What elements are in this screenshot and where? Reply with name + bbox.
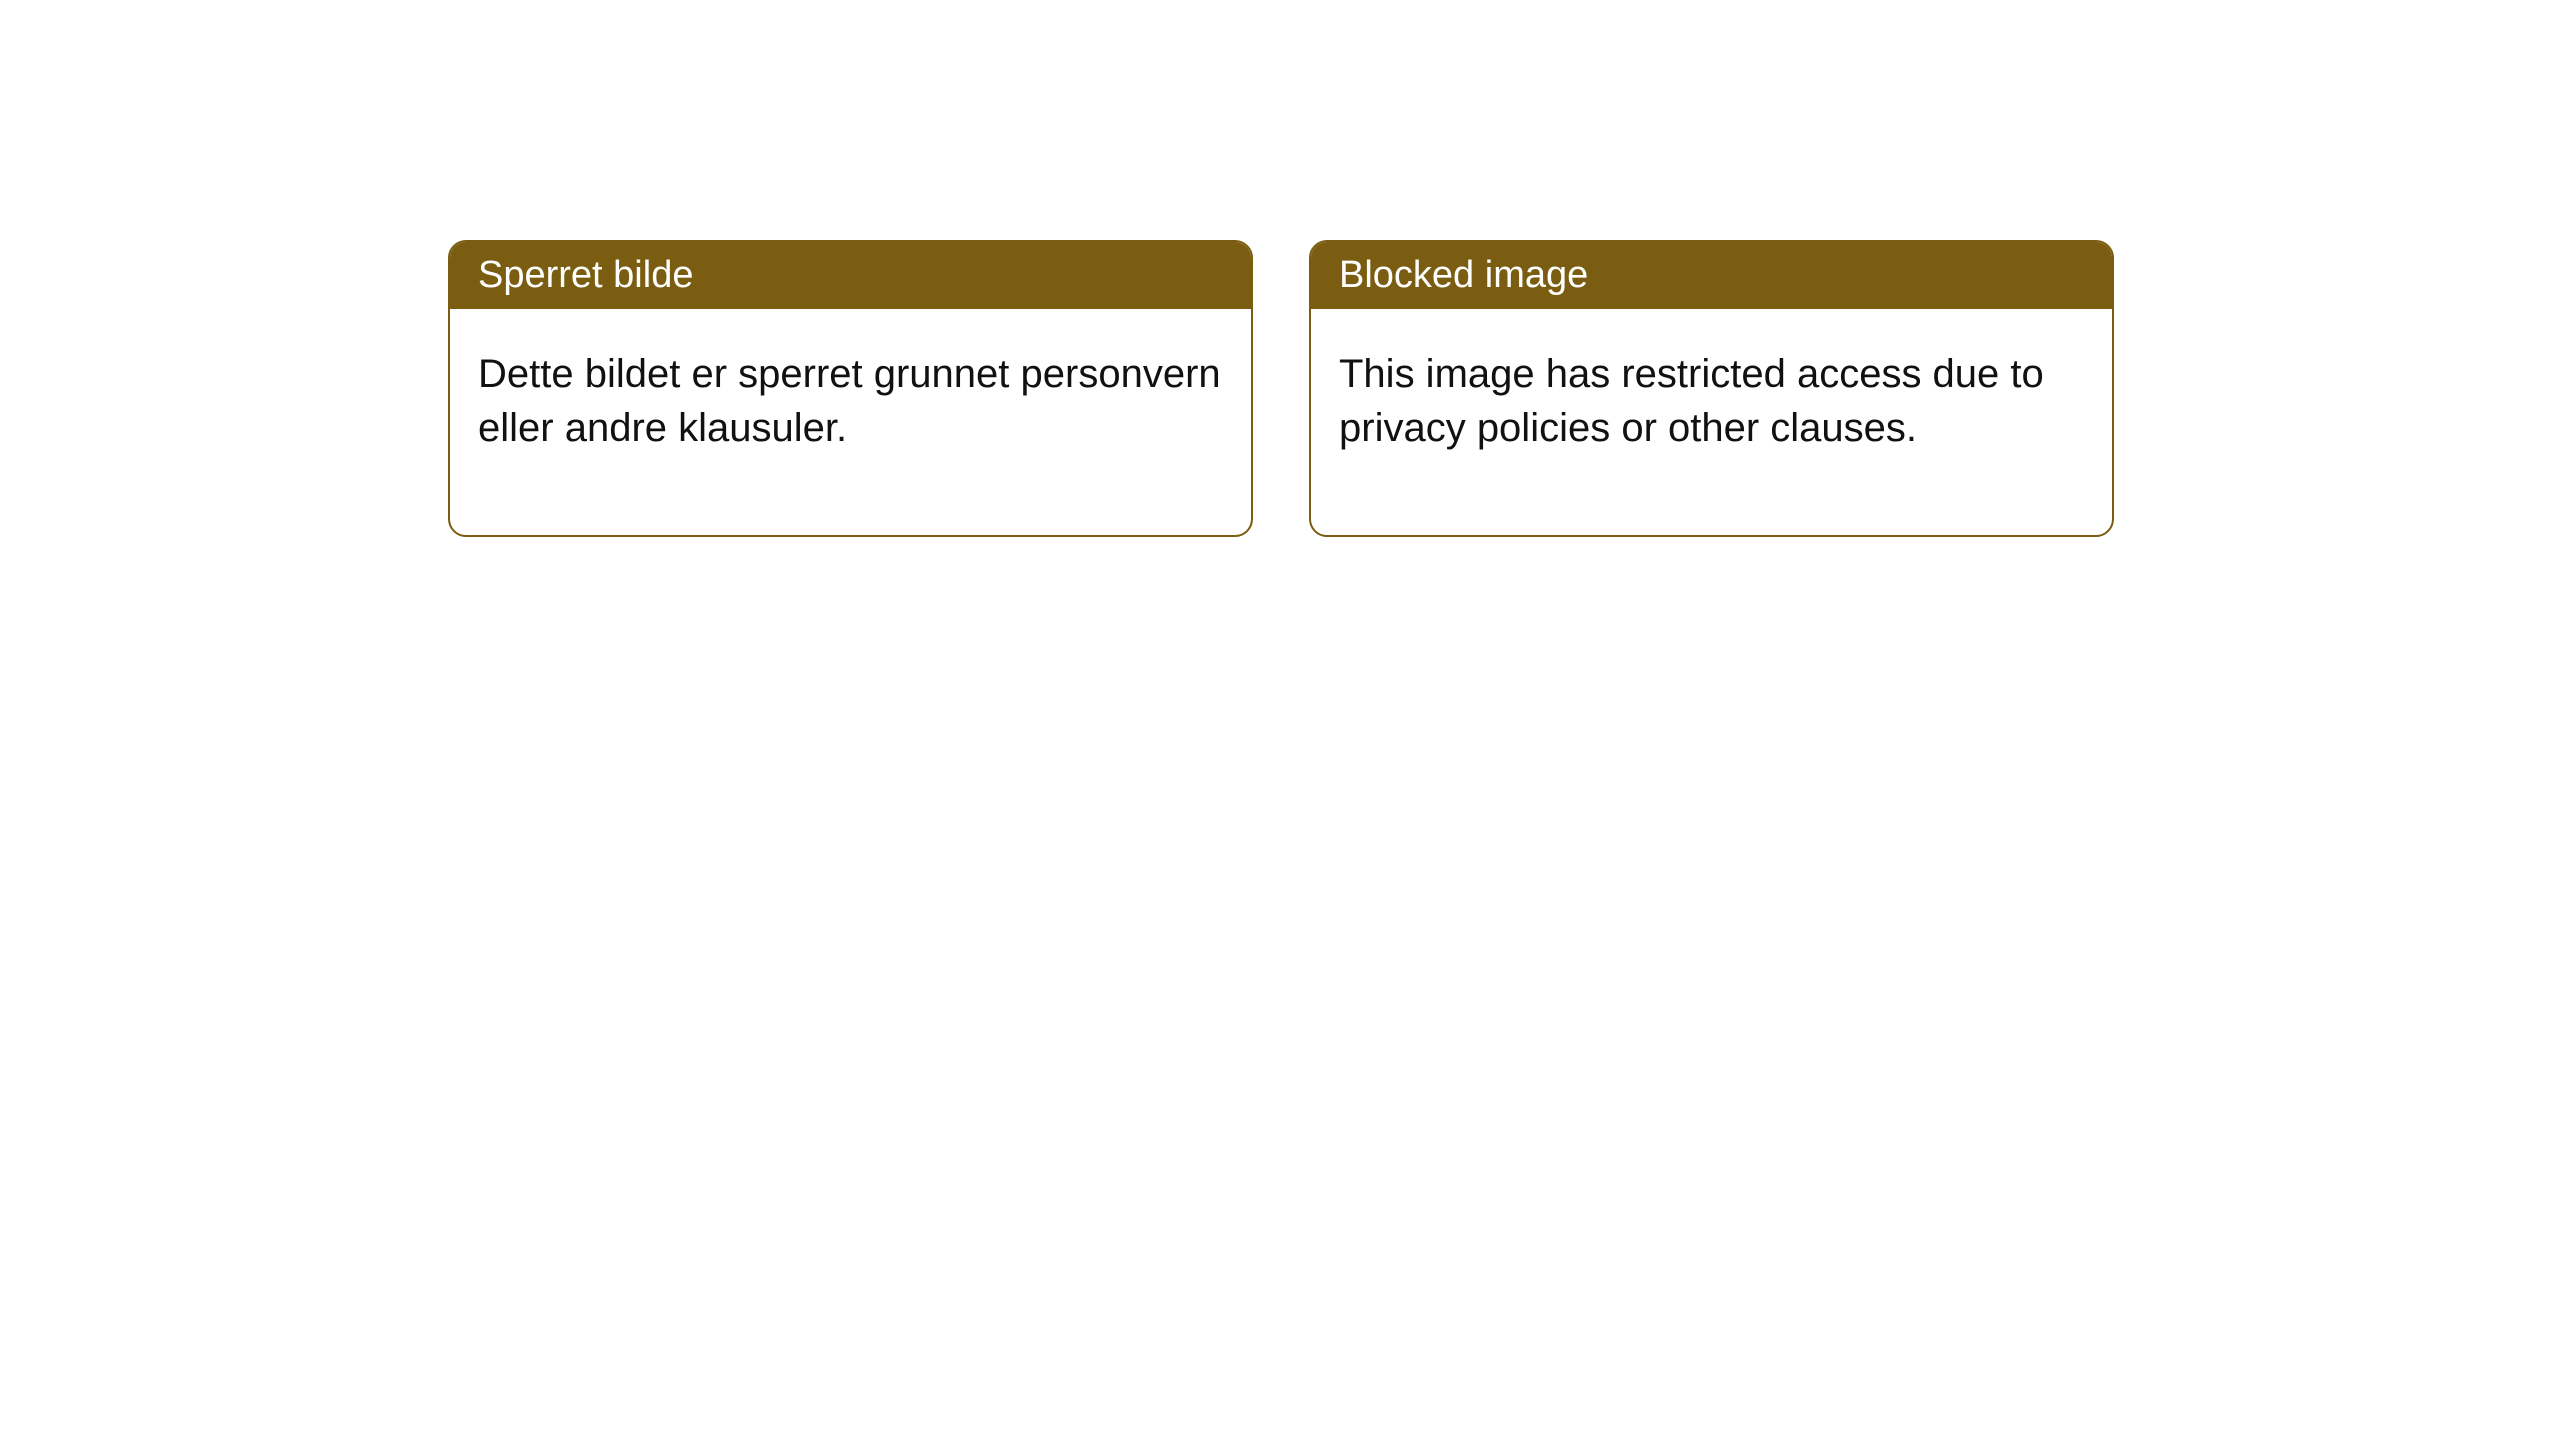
card-body-text: Dette bildet er sperret grunnet personve… — [478, 352, 1221, 450]
notice-container: Sperret bilde Dette bildet er sperret gr… — [448, 240, 2114, 537]
card-body: Dette bildet er sperret grunnet personve… — [450, 309, 1251, 535]
card-body: This image has restricted access due to … — [1311, 309, 2112, 535]
card-header: Blocked image — [1311, 242, 2112, 309]
notice-card-norwegian: Sperret bilde Dette bildet er sperret gr… — [448, 240, 1253, 537]
card-body-text: This image has restricted access due to … — [1339, 352, 2044, 450]
card-title: Sperret bilde — [478, 254, 693, 296]
notice-card-english: Blocked image This image has restricted … — [1309, 240, 2114, 537]
card-title: Blocked image — [1339, 254, 1588, 296]
card-header: Sperret bilde — [450, 242, 1251, 309]
